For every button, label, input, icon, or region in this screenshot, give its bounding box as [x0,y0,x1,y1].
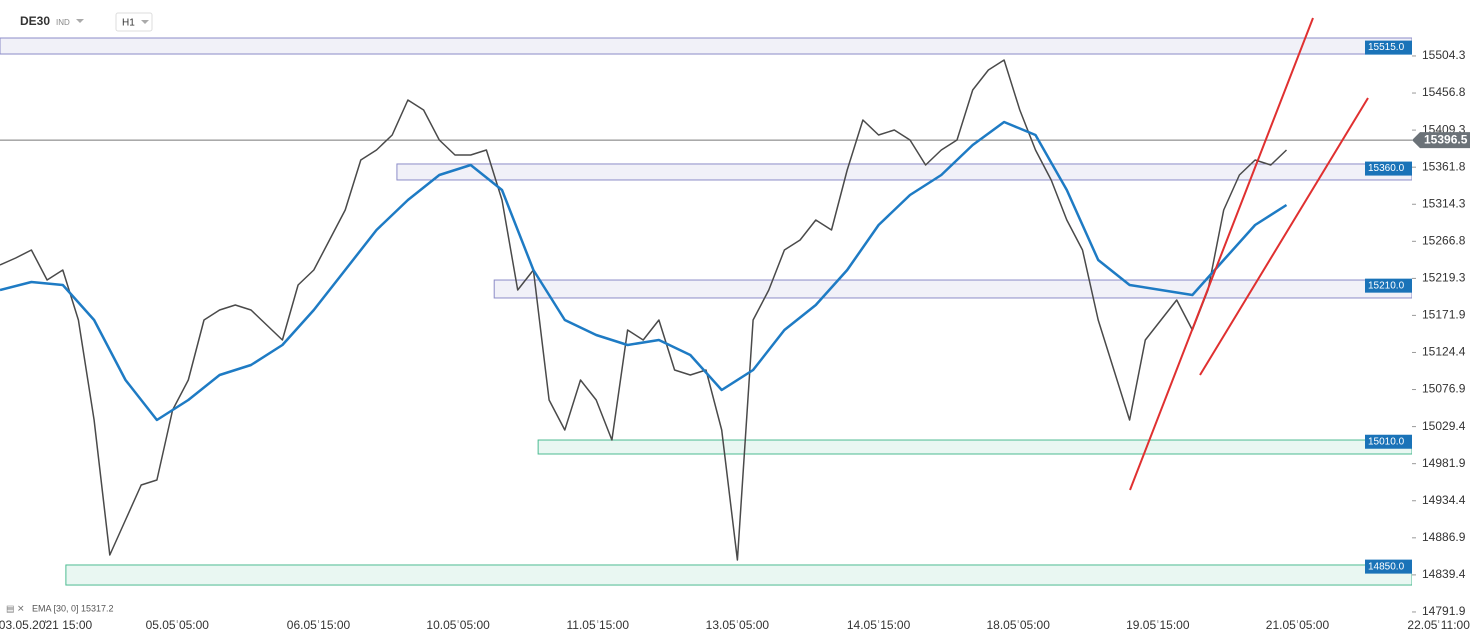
y-tick-label: 15219.3 [1422,271,1466,285]
x-tick-label: 05.05 05:00 [146,618,210,632]
x-tick-label: 10.05 05:00 [426,618,490,632]
y-tick-label: 15266.8 [1422,233,1466,247]
x-tick-label: 06.05 15:00 [287,618,351,632]
level-zone [396,163,1413,181]
y-tick-label: 15314.3 [1422,196,1466,210]
last-price-box [1412,132,1470,149]
y-tick-label: 14981.9 [1422,456,1466,470]
channel-line [1199,97,1369,376]
level-zone [493,279,1413,299]
indicator-label: EMA [30, 0] 15317.2 [32,603,114,613]
x-tick-label: 22.05 11:00 [1407,618,1470,632]
level-label-box [1365,559,1412,574]
y-tick-label: 15361.8 [1422,159,1466,173]
y-tick-label: 14839.4 [1422,567,1466,581]
channel-line [1129,17,1314,491]
y-tick-label: 15029.4 [1422,419,1466,433]
level-label: 15010.0 [1368,436,1405,447]
y-tick-label: 15171.9 [1422,308,1466,322]
symbol[interactable]: DE30 [20,14,50,28]
level-label-box [1365,161,1412,176]
level-label-box [1365,278,1412,293]
x-tick-label: 21.05 05:00 [1266,618,1330,632]
x-tick-label: 14.05 15:00 [847,618,911,632]
y-tick-label: 15124.4 [1422,345,1466,359]
y-tick-label: 15504.3 [1422,48,1466,62]
x-tick-label: 13.05 05:00 [706,618,770,632]
level-label-box [1365,434,1412,449]
axis-layer: 15504.315456.815409.315361.815314.315266… [0,40,1470,632]
indicator-icons[interactable]: ▤ ✕ [6,603,25,613]
y-tick-label: 15456.8 [1422,85,1466,99]
level-zone [65,564,1413,586]
y-tick-label: 14886.9 [1422,530,1466,544]
last-price-label: 15396.5 [1424,132,1468,146]
level-label: 15515.0 [1368,42,1405,53]
level-zone [0,37,1413,55]
dropdown-arrow [141,20,149,24]
x-tick-label: 18.05 05:00 [987,618,1051,632]
interval-select[interactable] [115,12,153,32]
ema-line [0,120,1288,422]
x-tick-label: 11.05 15:00 [566,618,629,632]
y-tick-label: 14934.4 [1422,493,1466,507]
level-label: 14850.0 [1368,561,1405,572]
price-axis [1412,0,1482,620]
x-tick-label: 03.05.2021 15:00 [0,618,93,632]
dropdown-arrow[interactable] [76,19,84,23]
y-tick-label: 14791.9 [1422,604,1466,618]
y-tick-label: 15076.9 [1422,382,1466,396]
level-label: 15210.0 [1368,280,1405,291]
level-zone [537,439,1413,455]
level-label-box [1365,40,1412,55]
x-tick-label: 19.05 15:00 [1126,618,1190,632]
interval: H1 [122,18,135,29]
symbol-type: IND [56,18,70,27]
price-line [0,59,1288,561]
level-label: 15360.0 [1368,163,1405,174]
